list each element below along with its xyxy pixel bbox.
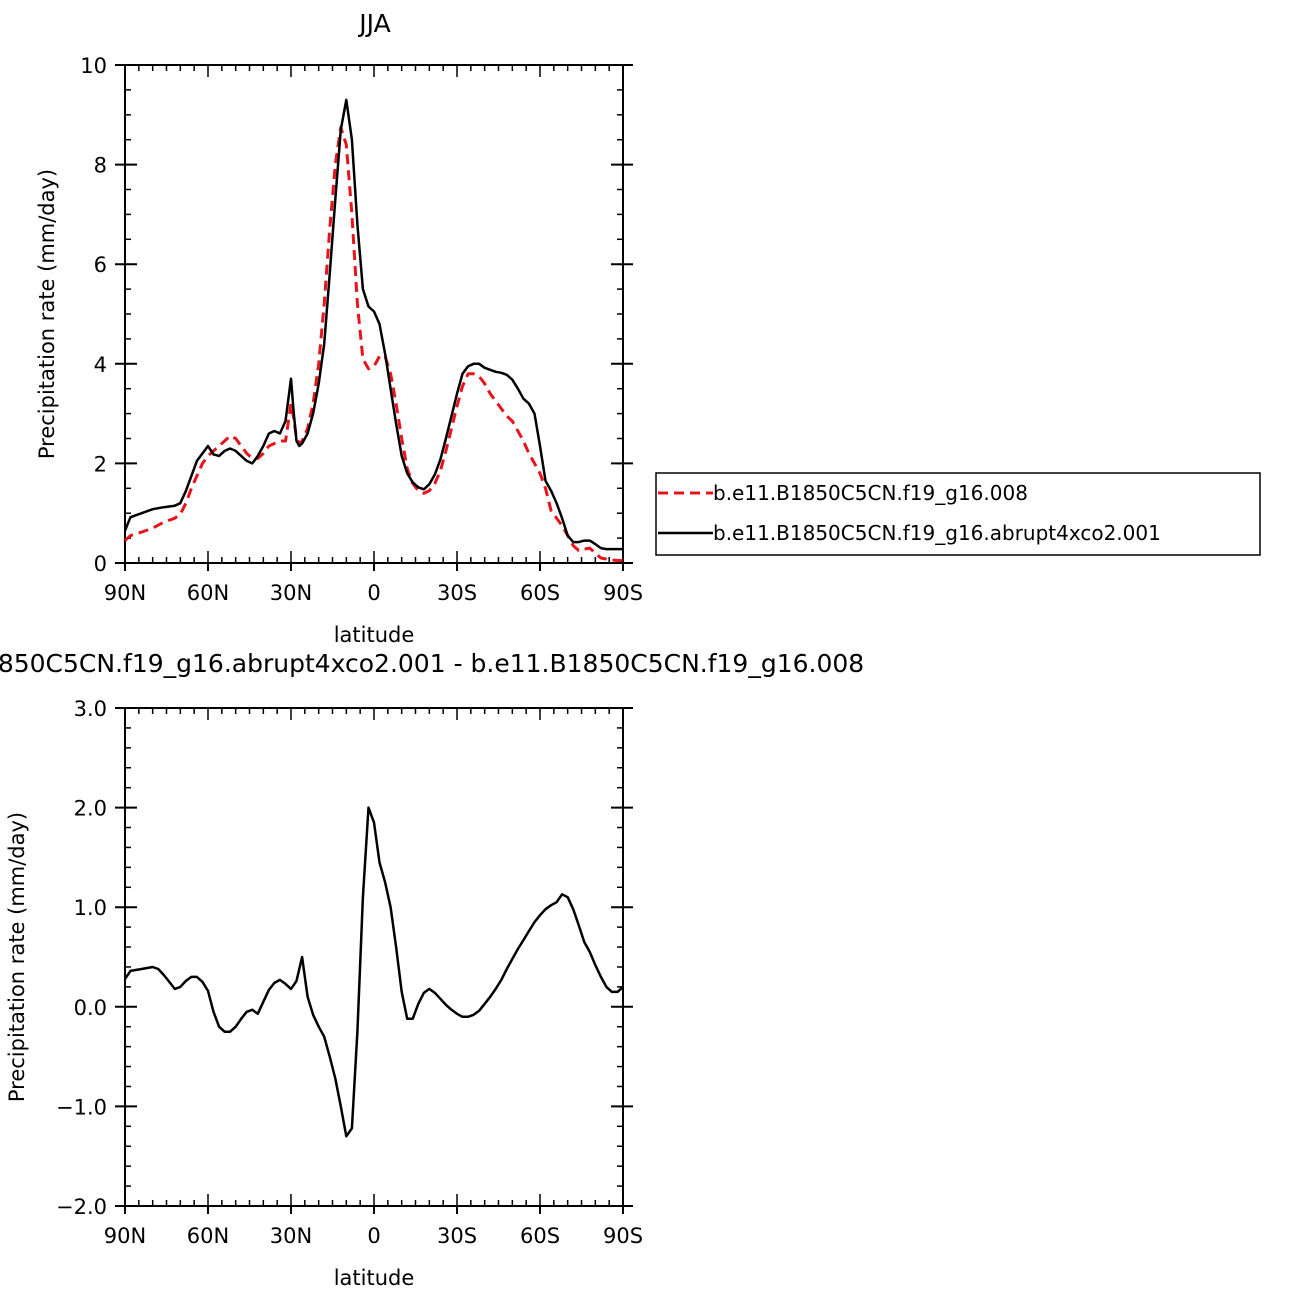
top-chart-title: JJA — [357, 9, 390, 38]
top-y-tick-label: 10 — [80, 54, 107, 78]
bottom-x-tick-label: 0 — [367, 1224, 380, 1248]
legend-box — [655, 472, 1261, 556]
top-x-tick-label: 0 — [367, 581, 380, 605]
top-y-tick-label: 6 — [94, 253, 107, 277]
bottom-panel: b.e11.B1850C5CN.f19_g16.abrupt4xco2.001 … — [0, 649, 864, 1290]
bottom-plot-frame — [124, 707, 624, 1207]
bottom-y-tick-label: −2.0 — [56, 1195, 107, 1219]
bottom-y-tick-label: 1.0 — [74, 896, 107, 920]
top-y-tick-label: 2 — [94, 452, 107, 476]
bottom-x-tick-label: 30S — [437, 1224, 477, 1248]
top-y-tick-label: 8 — [94, 154, 107, 178]
legend-label-4xco2: b.e11.B1850C5CN.f19_g16.abrupt4xco2.001 — [713, 521, 1161, 545]
top-x-tick-label: 30S — [437, 581, 477, 605]
top-series-line-0 — [123, 125, 623, 562]
bottom-x-tick-label: 90S — [603, 1224, 643, 1248]
legend: b.e11.B1850C5CN.f19_g16.008 b.e11.B1850C… — [655, 472, 1261, 556]
bottom-y-tick-label: 3.0 — [74, 697, 107, 721]
bottom-y-tick-label: 2.0 — [74, 797, 107, 821]
bottom-series-lines — [123, 806, 624, 1138]
bottom-y-tick-label: 0.0 — [74, 996, 107, 1020]
bottom-x-tick-label: 90N — [104, 1224, 146, 1248]
bottom-chart-title: b.e11.B1850C5CN.f19_g16.abrupt4xco2.001 … — [0, 649, 864, 678]
bottom-x-tick-label: 60S — [520, 1224, 560, 1248]
top-x-tick-label: 90S — [603, 581, 643, 605]
top-x-axis-label: latitude — [334, 623, 415, 647]
top-x-tick-label: 60N — [187, 581, 229, 605]
bottom-y-axis-label: Precipitation rate (mm/day) — [5, 812, 29, 1102]
top-y-tick-label: 0 — [94, 552, 107, 576]
bottom-y-tick-label: −1.0 — [56, 1095, 107, 1119]
bottom-series-line-0 — [123, 806, 624, 1138]
top-x-tick-label: 90N — [104, 581, 146, 605]
top-series-lines — [123, 98, 623, 562]
top-x-tick-label: 60S — [520, 581, 560, 605]
top-axis-ticks: 90N 60N 30N 0 30S 60S 90S 0 2 4 6 8 10 — [80, 54, 643, 605]
bottom-axis-ticks: 90N 60N 30N 0 30S 60S 90S −2.0 −1.0 0.0 1.0 2.0 3.0 — [56, 697, 643, 1248]
legend-label-baseline: b.e11.B1850C5CN.f19_g16.008 — [713, 481, 1028, 505]
top-x-tick-label: 30N — [270, 581, 312, 605]
bottom-x-axis-label: latitude — [334, 1266, 415, 1290]
top-series-line-1 — [123, 98, 623, 551]
bottom-x-tick-label: 30N — [270, 1224, 312, 1248]
bottom-x-tick-label: 60N — [187, 1224, 229, 1248]
top-y-axis-label: Precipitation rate (mm/day) — [35, 169, 59, 459]
top-y-tick-label: 4 — [94, 353, 107, 377]
